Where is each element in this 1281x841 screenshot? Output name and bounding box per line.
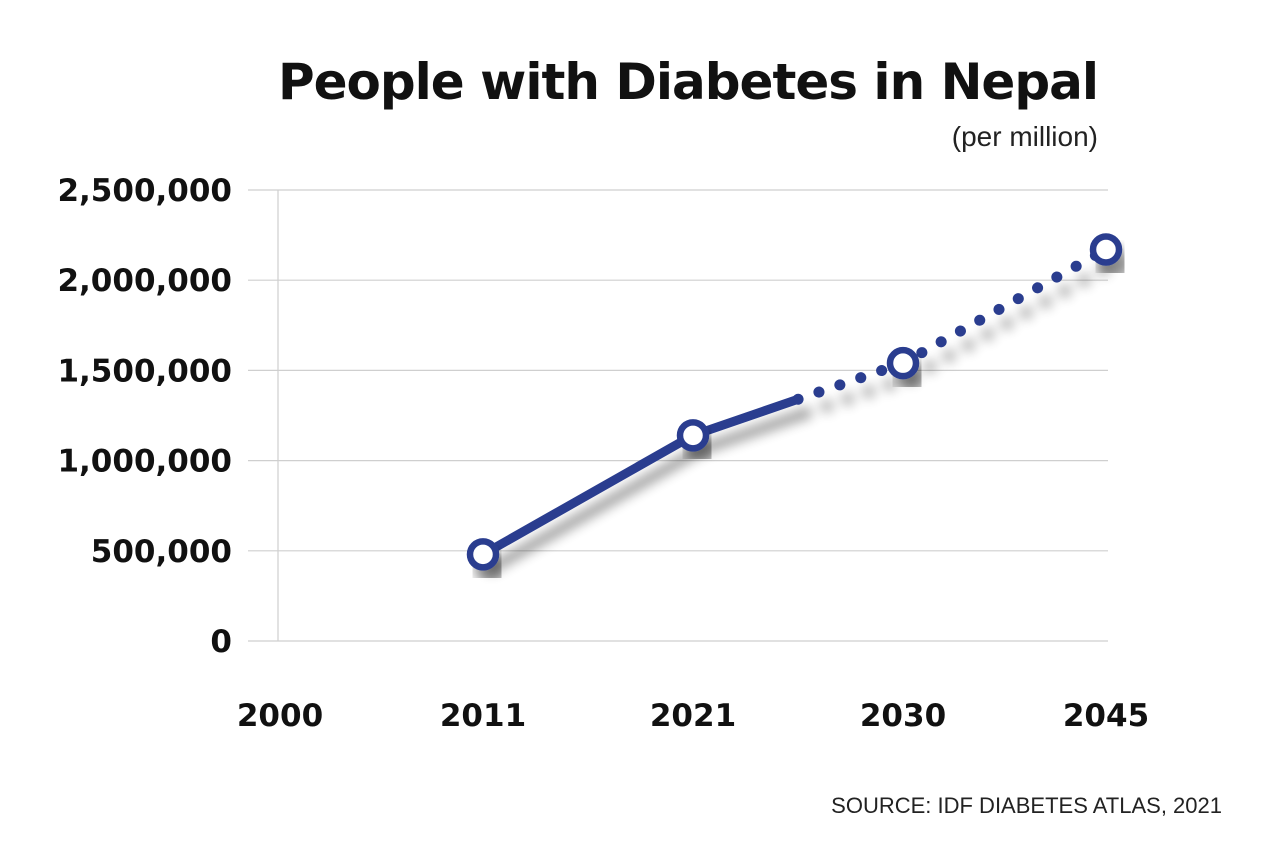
y-tick-label: 2,000,000	[57, 263, 232, 299]
source-note: SOURCE: IDF DIABETES ATLAS, 2021	[831, 793, 1222, 818]
data-point-marker	[676, 419, 710, 452]
chart-title: People with Diabetes in Nepal	[278, 53, 1098, 111]
series-solid-segment	[478, 430, 698, 559]
data-points	[466, 233, 1123, 571]
data-point-marker	[1089, 233, 1123, 266]
data-point-circle	[466, 538, 500, 571]
y-tick-label: 500,000	[91, 534, 232, 570]
x-tick-label: 2030	[860, 698, 946, 734]
x-tick-label: 2021	[650, 698, 736, 734]
y-tick-label: 1,000,000	[57, 444, 232, 480]
chart-subtitle: (per million)	[952, 121, 1098, 152]
y-tick-label: 2,500,000	[57, 173, 232, 209]
y-tick-label: 1,500,000	[57, 353, 232, 389]
data-point-circle	[676, 419, 710, 452]
y-axis-ticks: 0 500,000 1,000,000 1,500,000 2,000,000 2,500…	[57, 173, 232, 660]
data-point-circle	[886, 346, 920, 380]
series-line	[478, 244, 1112, 559]
series-projected-segment	[792, 244, 1112, 405]
grid-lines	[248, 189, 1108, 642]
series-solid-extension	[688, 394, 803, 440]
y-tick-label: 0	[210, 624, 232, 660]
data-point-circle	[1089, 233, 1123, 266]
x-tick-label: 2011	[440, 698, 526, 734]
x-tick-label: 2000	[237, 698, 323, 734]
x-tick-label: 2045	[1063, 698, 1149, 734]
x-axis-ticks: 2000 2011 2021 2030 2045	[237, 698, 1149, 734]
data-point-marker	[886, 346, 920, 380]
data-point-marker	[466, 538, 500, 571]
